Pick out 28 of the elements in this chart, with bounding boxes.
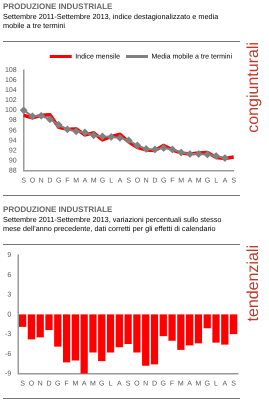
point: [151, 146, 158, 153]
point: [55, 121, 62, 128]
point: [221, 154, 228, 162]
point: [195, 150, 202, 158]
point: [134, 142, 141, 149]
point: [212, 152, 220, 160]
point: [178, 148, 185, 156]
point: [186, 150, 194, 158]
point: [98, 132, 106, 140]
text: congiunturali: [245, 42, 263, 133]
point: [38, 112, 45, 120]
point: [90, 132, 98, 139]
point: [160, 144, 168, 152]
chart-title: PRODUZIONE INDUSTRIALE: [3, 205, 112, 214]
point: [204, 151, 211, 158]
chart-title: PRODUZIONE INDUSTRIALE: [3, 2, 112, 11]
point: [20, 106, 28, 114]
point: [116, 134, 124, 142]
point: [142, 145, 150, 152]
point: [64, 126, 71, 133]
point: [28, 112, 36, 120]
point: [168, 146, 176, 153]
point: [46, 116, 54, 123]
point: [72, 128, 80, 135]
point: [81, 128, 88, 136]
point: [125, 136, 132, 144]
text: tendenziali: [245, 245, 263, 322]
point: [108, 133, 115, 140]
